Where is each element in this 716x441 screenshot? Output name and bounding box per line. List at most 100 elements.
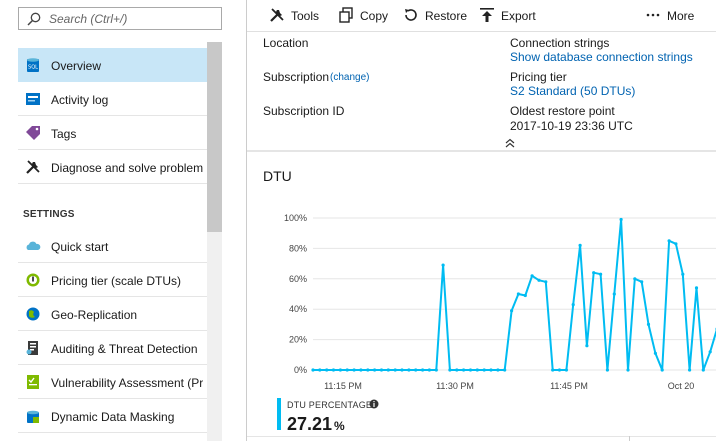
pricing-tier-label: Pricing tier: [510, 70, 567, 84]
chart-y-axis: 100% 80% 60% 40% 20% 0%: [284, 213, 307, 375]
nav-item-label: Vulnerability Assessment (Pr...: [51, 376, 203, 390]
data-point: [455, 368, 459, 372]
subscription-id-label: Subscription ID: [263, 104, 345, 118]
connection-strings-link[interactable]: Show database connection strings: [510, 50, 693, 64]
globe-icon: [26, 307, 40, 321]
chart-footer-divider: [247, 436, 716, 437]
data-point: [523, 293, 527, 298]
chart-title: DTU: [263, 168, 292, 184]
nav-scrollbar-thumb[interactable]: [207, 42, 222, 232]
nav-item-label: Overview: [51, 59, 102, 73]
info-icon[interactable]: [369, 399, 379, 409]
stat-label: DTU PERCENTAGE: [287, 400, 373, 410]
nav-list: SQL Overview Activity log Tags: [18, 48, 207, 184]
oldest-restore-label: Oldest restore point: [510, 104, 615, 118]
sql-database-icon: SQL: [27, 58, 39, 72]
copy-icon: [339, 7, 353, 23]
nav-item-geo-replication[interactable]: Geo-Replication: [18, 297, 207, 331]
data-point: [605, 368, 609, 372]
subscription-label: Subscription: [263, 70, 330, 84]
cloud-icon: [26, 241, 41, 250]
export-button[interactable]: Export: [479, 7, 539, 25]
tools-icon: [270, 8, 284, 22]
nav-item-tags[interactable]: Tags: [18, 116, 207, 150]
data-point: [407, 368, 411, 372]
y-tick-label: 0%: [294, 365, 307, 375]
data-point: [468, 368, 473, 372]
data-point: [427, 368, 431, 372]
restore-button[interactable]: Restore: [403, 7, 467, 25]
tools-button[interactable]: Tools: [269, 7, 329, 25]
data-point: [516, 292, 520, 296]
nav-item-label: Dynamic Data Masking: [51, 410, 175, 424]
pricing-tier-link[interactable]: S2 Standard (50 DTUs): [510, 84, 636, 98]
search-icon: [27, 12, 41, 26]
data-point: [448, 368, 452, 372]
nav-item-label: Pricing tier (scale DTUs): [51, 274, 182, 288]
chevron-double-up-icon[interactable]: [505, 138, 515, 148]
more-label: More: [667, 9, 695, 23]
data-point: [701, 368, 705, 372]
restore-icon: [405, 9, 417, 21]
data-point: [338, 368, 342, 372]
data-point: [667, 239, 671, 243]
data-point: [325, 368, 329, 372]
nav-item-label: Auditing & Threat Detection: [51, 342, 198, 356]
data-point: [571, 303, 575, 307]
wrench-icon: [26, 160, 40, 174]
data-masking-icon: [27, 410, 39, 423]
nav-item-pricing-tier[interactable]: Pricing tier (scale DTUs): [18, 263, 207, 297]
nav-item-label: Geo-Replication: [51, 308, 138, 322]
copy-label: Copy: [360, 9, 389, 23]
chart-footer-tick: [629, 436, 630, 441]
data-point: [640, 280, 644, 284]
data-point: [366, 368, 370, 372]
data-point: [633, 277, 637, 281]
nav-item-overview[interactable]: SQL Overview: [18, 48, 207, 82]
data-point: [400, 368, 404, 372]
tag-icon: [26, 126, 40, 140]
data-point: [489, 368, 493, 372]
nav-item-label: Quick start: [51, 240, 109, 254]
search-placeholder: Search (Ctrl+/): [49, 12, 128, 26]
search-box[interactable]: Search (Ctrl+/): [18, 7, 222, 30]
nav-item-label: Diagnose and solve problems: [51, 161, 203, 175]
data-point: [708, 350, 712, 354]
data-point: [612, 292, 616, 296]
data-point: [386, 368, 390, 372]
data-point: [674, 242, 678, 246]
audit-icon: [26, 341, 38, 355]
data-point: [694, 286, 699, 290]
settings-section-header: SETTINGS: [23, 209, 75, 220]
subscription-change-link[interactable]: (change): [330, 72, 370, 83]
nav-scrollbar[interactable]: [207, 42, 222, 441]
chart-series: [311, 217, 716, 372]
nav-item-label: Tags: [51, 127, 77, 141]
nav-item-quick-start[interactable]: Quick start: [18, 229, 207, 263]
series-line: [313, 218, 716, 371]
ellipsis-icon: [646, 13, 660, 17]
series-color-swatch: [277, 398, 281, 430]
data-point: [331, 368, 336, 372]
nav-item-activity-log[interactable]: Activity log: [18, 82, 207, 116]
nav-item-diagnose[interactable]: Diagnose and solve problems: [18, 150, 207, 184]
more-button[interactable]: More: [645, 7, 697, 25]
data-point: [311, 368, 315, 372]
dtu-chart[interactable]: 100% 80% 60% 40% 20% 0% 11:15 PM 11:30 PM 11:45…: [247, 200, 716, 395]
nav-item-auditing[interactable]: Auditing & Threat Detection: [18, 331, 207, 365]
command-bar: Tools Copy Restore Export: [247, 0, 716, 32]
vulnerability-icon: [27, 375, 39, 389]
export-icon: [480, 8, 494, 22]
tools-label: Tools: [291, 9, 320, 23]
data-point: [352, 368, 356, 372]
data-point: [482, 368, 486, 372]
y-tick-label: 80%: [289, 243, 307, 253]
data-point: [434, 368, 438, 372]
copy-button[interactable]: Copy: [338, 7, 390, 25]
y-tick-label: 100%: [284, 213, 307, 223]
nav-item-vulnerability[interactable]: Vulnerability Assessment (Pr...: [18, 365, 207, 399]
data-point: [653, 351, 657, 355]
location-label: Location: [263, 36, 309, 50]
nav-item-data-masking[interactable]: Dynamic Data Masking: [18, 399, 207, 433]
data-point: [646, 322, 651, 326]
